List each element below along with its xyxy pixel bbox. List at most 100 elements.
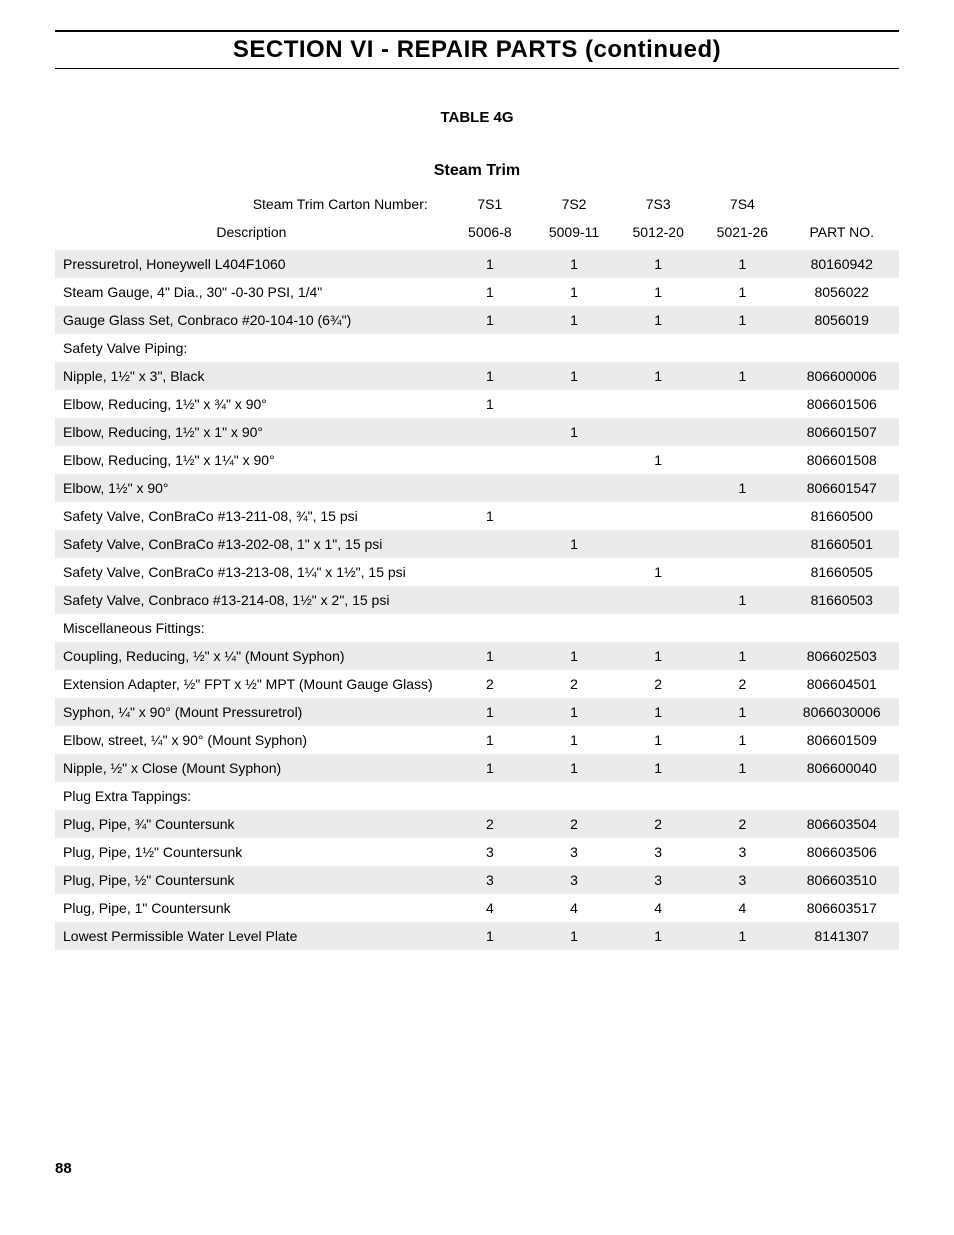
rule-top [55,30,899,32]
page-number: 88 [55,1160,899,1177]
cell-qty: 1 [532,642,616,670]
header-row-models: Description 5006-8 5009-11 5012-20 5021-… [55,218,899,250]
cell-description: Plug, Pipe, 1½" Countersunk [55,838,448,866]
cell-qty: 1 [448,502,532,530]
table-row: Plug, Pipe, 1½" Countersunk3333806603506 [55,838,899,866]
cell-qty [532,558,616,586]
cell-qty [700,782,784,810]
cell-part-no: 806601506 [784,390,899,418]
cell-qty: 1 [532,418,616,446]
table-row: Safety Valve, Conbraco #13-214-08, 1½" x… [55,586,899,614]
cell-qty: 1 [448,390,532,418]
cell-qty: 4 [448,894,532,922]
table-row: Syphon, ¼" x 90° (Mount Pressuretrol)111… [55,698,899,726]
table-row: Gauge Glass Set, Conbraco #20-104-10 (6¾… [55,306,899,334]
cell-description: Plug, Pipe, ½" Countersunk [55,866,448,894]
model-col-2: 5012-20 [616,218,700,250]
cell-qty: 1 [700,306,784,334]
cell-description: Pressuretrol, Honeywell L404F1060 [55,250,448,278]
cell-qty [532,782,616,810]
cell-qty [616,614,700,642]
cell-description: Elbow, Reducing, 1½" x 1" x 90° [55,418,448,446]
cell-part-no: 806603506 [784,838,899,866]
cell-part-no: 8141307 [784,922,899,950]
cell-part-no: 806602503 [784,642,899,670]
table-row: Safety Valve, ConBraCo #13-202-08, 1" x … [55,530,899,558]
cell-qty: 1 [700,698,784,726]
carton-col-0: 7S1 [448,190,532,218]
cell-qty: 3 [700,838,784,866]
cell-qty [700,614,784,642]
cell-part-no: 806600006 [784,362,899,390]
cell-qty: 1 [700,922,784,950]
table-row: Safety Valve, ConBraCo #13-213-08, 1¼" x… [55,558,899,586]
cell-description: Plug, Pipe, ¾" Countersunk [55,810,448,838]
model-col-1: 5009-11 [532,218,616,250]
cell-qty: 1 [448,642,532,670]
table-row: Plug, Pipe, 1" Countersunk4444806603517 [55,894,899,922]
cell-qty: 3 [448,838,532,866]
cell-qty [700,390,784,418]
cell-description: Nipple, 1½" x 3", Black [55,362,448,390]
cell-qty [616,586,700,614]
cell-qty: 2 [700,670,784,698]
carton-col-3: 7S4 [700,190,784,218]
table-label: TABLE 4G [55,109,899,126]
cell-qty [448,530,532,558]
cell-qty: 1 [700,474,784,502]
table-row: Elbow, street, ¼" x 90° (Mount Syphon)11… [55,726,899,754]
cell-qty [532,474,616,502]
model-col-3: 5021-26 [700,218,784,250]
table-row: Plug Extra Tappings: [55,782,899,810]
steam-trim-table: Steam Trim Carton Number: 7S1 7S2 7S3 7S… [55,190,899,950]
cell-part-no: 806601508 [784,446,899,474]
cell-qty: 1 [616,698,700,726]
cell-part-no: 806603510 [784,866,899,894]
table-row: Lowest Permissible Water Level Plate1111… [55,922,899,950]
cell-qty: 1 [532,278,616,306]
cell-part-no: 806601509 [784,726,899,754]
table-row: Nipple, 1½" x 3", Black1111806600006 [55,362,899,390]
cell-qty: 2 [532,670,616,698]
cell-qty [532,614,616,642]
cell-qty [532,586,616,614]
cell-qty: 1 [532,306,616,334]
cell-qty: 1 [616,278,700,306]
table-row: Coupling, Reducing, ½" x ¼" (Mount Sypho… [55,642,899,670]
cell-qty: 1 [700,250,784,278]
cell-description: Lowest Permissible Water Level Plate [55,922,448,950]
cell-qty: 1 [616,558,700,586]
cell-part-no: 806603517 [784,894,899,922]
cell-part-no [784,334,899,362]
cell-qty [448,474,532,502]
cell-qty: 1 [532,754,616,782]
carton-label: Steam Trim Carton Number: [55,190,448,218]
cell-part-no: 81660501 [784,530,899,558]
cell-part-no [784,614,899,642]
cell-description: Safety Valve, ConBraCo #13-202-08, 1" x … [55,530,448,558]
table-row: Elbow, 1½" x 90° 1806601547 [55,474,899,502]
cell-qty [448,446,532,474]
cell-qty: 4 [700,894,784,922]
cell-qty [532,390,616,418]
cell-qty: 1 [532,726,616,754]
cell-part-no: 80160942 [784,250,899,278]
cell-qty: 1 [616,250,700,278]
section-title: SECTION VI - REPAIR PARTS (continued) [55,36,899,64]
cell-qty: 1 [532,530,616,558]
cell-qty [700,446,784,474]
cell-description: Elbow, Reducing, 1½" x 1¼" x 90° [55,446,448,474]
cell-part-no: 806601547 [784,474,899,502]
cell-qty: 1 [448,362,532,390]
cell-description: Safety Valve, Conbraco #13-214-08, 1½" x… [55,586,448,614]
cell-qty: 2 [700,810,784,838]
cell-qty [700,334,784,362]
cell-qty: 1 [616,642,700,670]
cell-qty: 1 [448,250,532,278]
cell-description: Elbow, 1½" x 90° [55,474,448,502]
cell-description: Extension Adapter, ½" FPT x ½" MPT (Moun… [55,670,448,698]
cell-qty: 1 [448,922,532,950]
cell-qty: 1 [616,922,700,950]
cell-description: Miscellaneous Fittings: [55,614,448,642]
table-row: Elbow, Reducing, 1½" x 1¼" x 90°18066015… [55,446,899,474]
